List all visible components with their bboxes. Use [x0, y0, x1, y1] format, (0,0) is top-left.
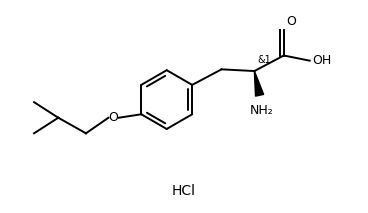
Polygon shape [254, 71, 263, 96]
Text: O: O [109, 111, 118, 124]
Text: O: O [287, 15, 297, 28]
Text: &1: &1 [257, 55, 271, 65]
Text: OH: OH [312, 54, 332, 67]
Text: NH₂: NH₂ [250, 104, 273, 117]
Text: HCl: HCl [172, 184, 196, 198]
